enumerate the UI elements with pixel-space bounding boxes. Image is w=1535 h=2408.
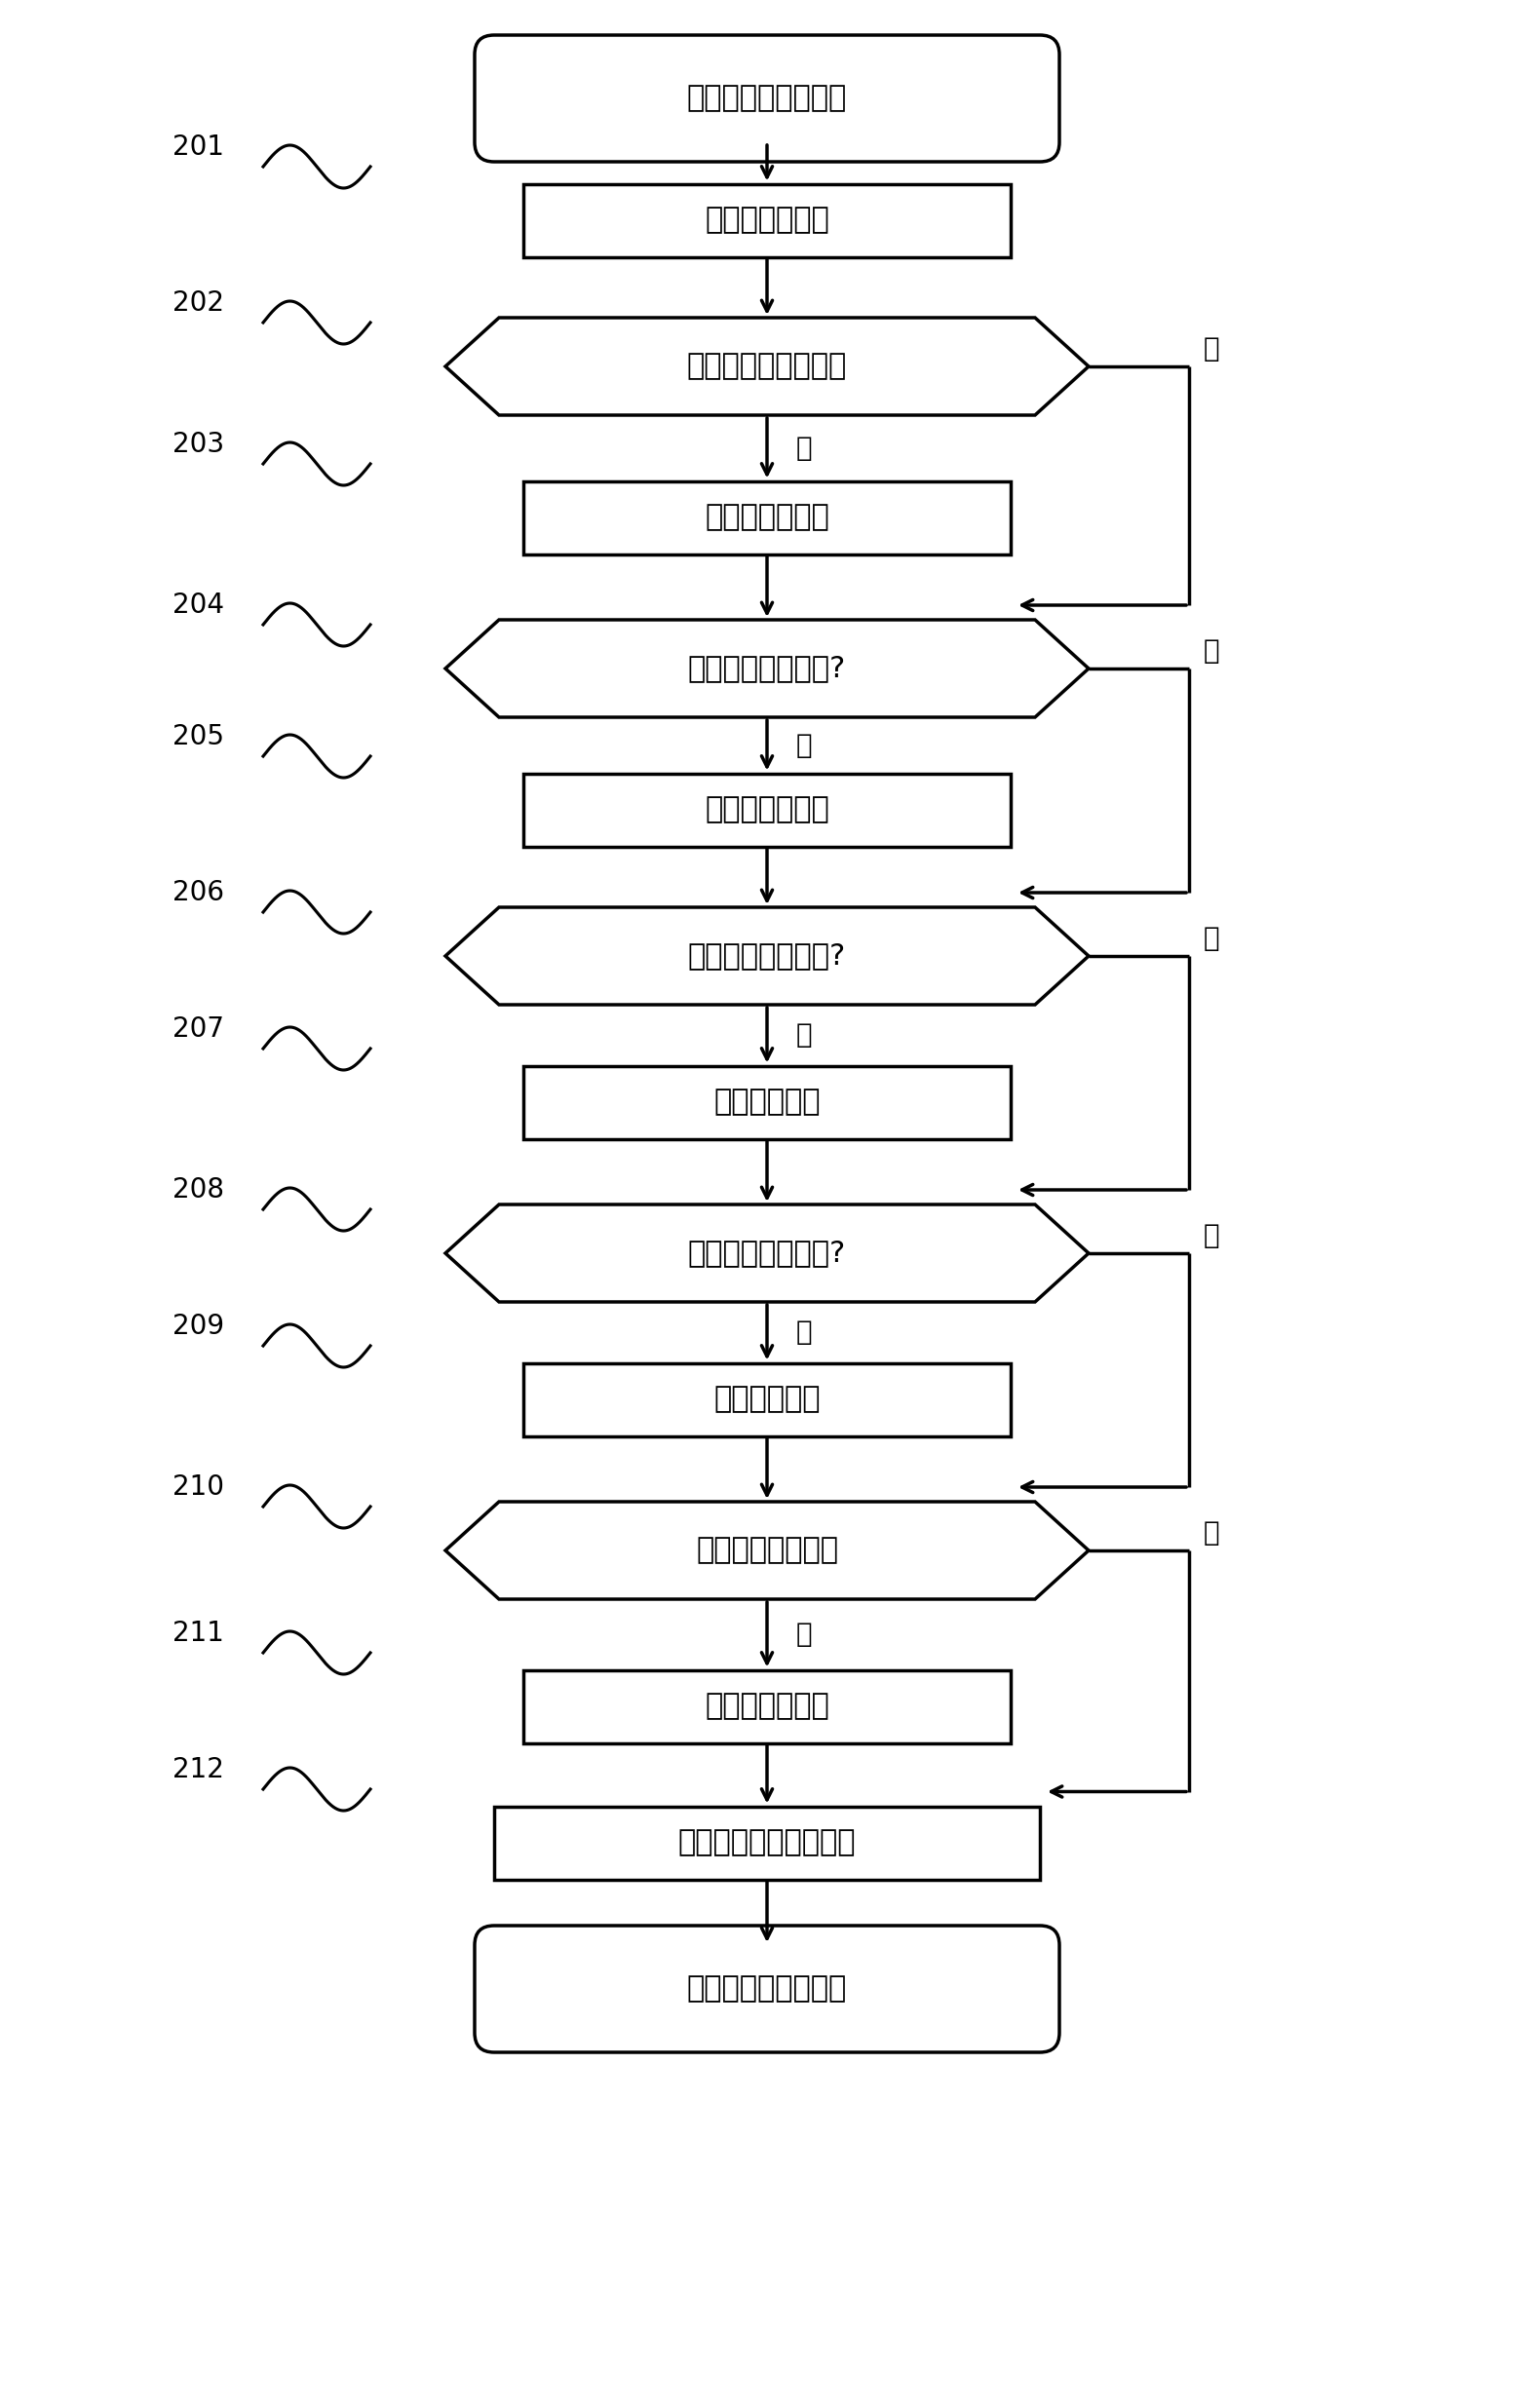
Text: 206: 206	[172, 879, 224, 905]
Text: 分析机器码指令开始: 分析机器码指令开始	[688, 84, 847, 113]
Text: 是: 是	[797, 1320, 812, 1346]
Bar	[523, 1363, 1010, 1435]
Text: 获得存储器地址: 获得存储器地址	[705, 1693, 829, 1719]
Text: 读取指令操作码: 读取指令操作码	[705, 207, 829, 234]
Text: 201: 201	[172, 132, 224, 161]
Text: 是: 是	[797, 1621, 812, 1647]
FancyBboxPatch shape	[474, 1926, 1059, 2052]
Polygon shape	[445, 1503, 1088, 1599]
Text: 212: 212	[172, 1755, 224, 1784]
Text: 是: 是	[797, 433, 812, 462]
Text: 209: 209	[172, 1312, 224, 1339]
Text: 指令含有跳转地址吗: 指令含有跳转地址吗	[688, 352, 847, 380]
Text: 拼写出完整的汇编指令: 拼写出完整的汇编指令	[678, 1828, 857, 1857]
Text: 208: 208	[172, 1175, 224, 1204]
Polygon shape	[445, 619, 1088, 718]
Text: 指令含有寄存器吗?: 指令含有寄存器吗?	[688, 1240, 846, 1267]
Text: 获得寄存器名: 获得寄存器名	[714, 1385, 820, 1413]
Text: 207: 207	[172, 1016, 224, 1043]
Text: 否: 否	[1203, 1221, 1220, 1250]
Text: 否: 否	[1203, 335, 1220, 364]
Text: 202: 202	[172, 289, 224, 318]
Text: 是: 是	[797, 1021, 812, 1050]
Text: 否: 否	[1203, 925, 1220, 951]
Bar	[523, 183, 1010, 258]
Polygon shape	[445, 1204, 1088, 1303]
Text: 分析机器码指令开始: 分析机器码指令开始	[688, 1975, 847, 2003]
Text: 指令含有存储器吗: 指令含有存储器吗	[695, 1536, 838, 1565]
Bar	[523, 1669, 1010, 1743]
Text: 否: 否	[1203, 1519, 1220, 1546]
Text: 指令含有位操作吗?: 指令含有位操作吗?	[688, 655, 846, 681]
Text: 是: 是	[797, 732, 812, 759]
Text: 计算出立即数: 计算出立即数	[714, 1088, 820, 1117]
Bar	[494, 1806, 1039, 1878]
Polygon shape	[445, 318, 1088, 414]
Text: 否: 否	[1203, 638, 1220, 665]
FancyBboxPatch shape	[474, 36, 1059, 161]
Text: 计算出位操作数: 计算出位操作数	[705, 795, 829, 824]
Bar	[523, 482, 1010, 554]
Text: 203: 203	[172, 431, 224, 458]
Text: 210: 210	[172, 1474, 224, 1500]
Bar	[523, 1067, 1010, 1139]
Polygon shape	[445, 908, 1088, 1004]
Bar	[523, 773, 1010, 845]
Text: 204: 204	[172, 592, 224, 619]
Text: 指令含有立即数吗?: 指令含有立即数吗?	[688, 942, 846, 970]
Text: 205: 205	[172, 722, 224, 751]
Text: 计算出目标地址: 计算出目标地址	[705, 503, 829, 532]
Text: 211: 211	[172, 1621, 224, 1647]
